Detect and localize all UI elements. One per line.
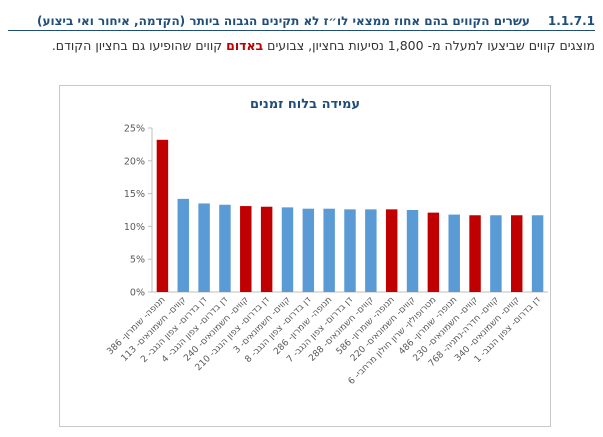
bar	[323, 208, 335, 292]
bars	[156, 139, 544, 292]
chart-title: עמידה בלוח זמנים	[250, 97, 360, 112]
bar	[365, 209, 377, 292]
bar	[219, 204, 231, 292]
bar	[448, 214, 460, 292]
section-title: עשרים הקווים בהם אחוז ממצאי לו״ז לא תקינ…	[37, 14, 530, 28]
bar	[344, 209, 356, 292]
y-tick-label: 20%	[124, 156, 145, 167]
bar	[406, 210, 419, 292]
bar	[281, 207, 294, 292]
bar	[156, 139, 169, 292]
y-tick-label: 5%	[130, 255, 145, 266]
y-tick-label: 25%	[124, 124, 145, 135]
bar	[427, 212, 440, 292]
bar	[469, 215, 481, 292]
y-tick-label: 10%	[124, 222, 145, 233]
bar	[385, 209, 398, 292]
chart-frame: עמידה בלוח זמנים 0% 5% 10% 15% 20% 25% תנופה-…	[59, 85, 551, 427]
bar	[198, 203, 210, 292]
section-number: 1.1.7.1	[547, 14, 595, 28]
description-part2: קווים שהופיעו גם בחציון הקודם.	[51, 38, 227, 53]
bar	[490, 215, 502, 292]
y-axis: 0% 5% 10% 15% 20% 25%	[124, 124, 548, 299]
bar	[240, 206, 252, 292]
bar-chart: עמידה בלוח זמנים 0% 5% 10% 15% 20% 25% תנופה-…	[105, 97, 548, 387]
description-part1: מוצגים קווים שביצעו למעלה מ- 1,800 נסיעו…	[263, 38, 595, 53]
bar	[177, 198, 189, 292]
description-highlight: באדום	[226, 38, 264, 53]
bar	[531, 215, 544, 292]
y-tick-label: 0%	[130, 288, 145, 299]
chart-description: מוצגים קווים שביצעו למעלה מ- 1,800 נסיעו…	[8, 38, 595, 53]
y-tick-label: 15%	[124, 189, 145, 200]
bar	[302, 208, 315, 292]
section-heading: 1.1.7.1 עשרים הקווים בהם אחוז ממצאי לו״ז…	[8, 6, 595, 31]
bar	[260, 206, 273, 292]
bar	[511, 215, 523, 292]
